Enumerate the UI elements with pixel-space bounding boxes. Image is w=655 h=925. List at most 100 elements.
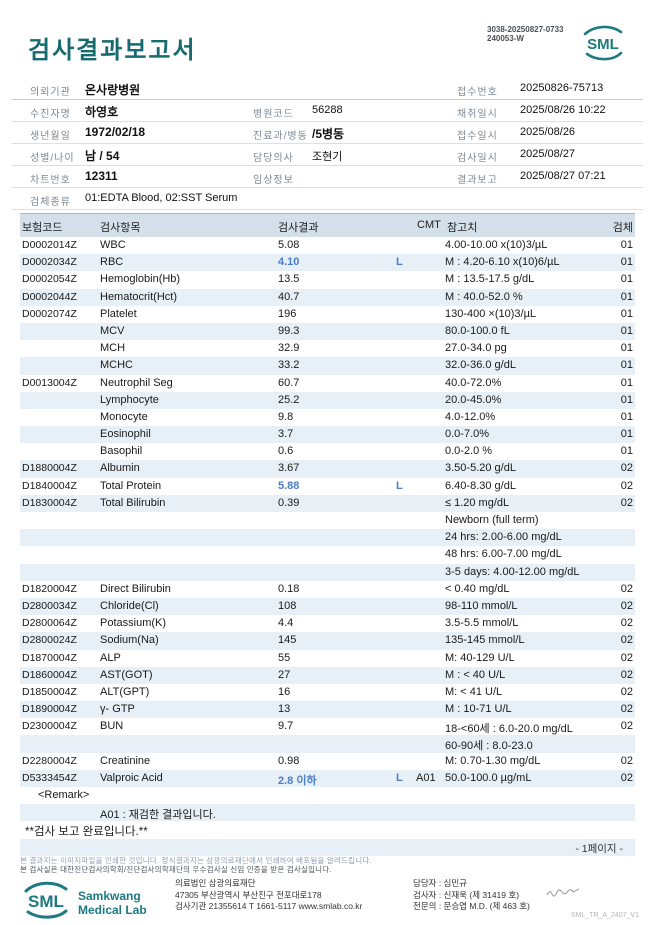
test-result-cell: 0.18	[278, 582, 300, 595]
table-row: D2800024Z Sodium(Na) 145 135-145 mmol/L 02	[20, 632, 635, 650]
table-row: D1820004Z Direct Bilirubin 0.18 < 0.40 mg/d…	[20, 581, 635, 598]
test-name-cell: Neutrophil Seg	[100, 376, 173, 389]
test-name-cell: γ- GTP	[100, 703, 135, 716]
document-codes: 3038-20250827-0733 240053-W	[487, 25, 564, 43]
note-text: <Remark>	[38, 789, 90, 801]
reference-range-cell: 6.40-8.30 g/dL	[445, 479, 516, 492]
specimen-code-cell: 01	[620, 307, 633, 320]
table-note-row: <Remark>	[20, 787, 635, 804]
test-result-cell: 27	[278, 668, 291, 681]
table-row: D1890004Z γ- GTP 13 M : 10-71 U/L 02	[20, 701, 635, 719]
reference-range-cell: M: 0.70-1.30 mg/dL	[445, 754, 541, 767]
test-name-cell: MCHC	[100, 359, 133, 372]
table-row: D0002014Z WBC 5.08 4.00-10.00 x(10)3/µL 01	[20, 237, 635, 254]
specimen-type-value: 01:EDTA Blood, 02:SST Serum	[85, 192, 238, 204]
test-result-cell: 55	[278, 651, 291, 664]
results-table-body: D0002014Z WBC 5.08 4.00-10.00 x(10)3/µL 01 D0…	[20, 237, 635, 856]
reported-value: 2025/08/27 07:21	[520, 170, 606, 182]
test-result-cell: 3.67	[278, 462, 300, 475]
table-row: D1880004Z Albumin 3.67 3.50-5.20 g/dL 02	[20, 460, 635, 478]
test-name-cell: Sodium(Na)	[100, 634, 159, 647]
test-name-cell: Potassium(K)	[100, 617, 167, 630]
reference-range-cell: < 0.40 mg/dL	[445, 582, 510, 595]
specimen-code-cell: 01	[620, 256, 633, 269]
test-result-cell: 145	[278, 634, 297, 647]
insurance-code-cell: D1870004Z	[22, 651, 77, 664]
specimen-code-cell: 01	[620, 428, 633, 441]
test-name-cell: ALT(GPT)	[100, 685, 150, 698]
organization-contact: 검사기관 21355614 T 1661-5117 www.smlab.co.k…	[175, 901, 363, 911]
insurance-code-cell: D1860004Z	[22, 668, 77, 681]
insurance-code-cell: D1830004Z	[22, 496, 77, 509]
info-row-birth: 생년월일 1972/02/18 진료과/병동 /5병동 접수일시 2025/08…	[12, 122, 643, 144]
document-code-line2: 240053-W	[487, 34, 524, 43]
test-name-cell: Creatinine	[100, 754, 151, 767]
info-row-patient: 수진자명 하영호 병원코드 56288 채취일시 2025/08/26 10:2…	[12, 100, 643, 122]
insurance-code-cell: D2800064Z	[22, 617, 77, 630]
specimen-code-cell: 02	[620, 668, 633, 681]
test-result-cell: 40.7	[278, 290, 300, 303]
test-result-cell: 5.88	[278, 479, 300, 492]
table-row: D2280004Z Creatinine 0.98 M: 0.70-1.30 mg/d…	[20, 753, 635, 770]
reference-range-cell: 18-<60세 : 6.0-20.0 mg/dL	[445, 723, 573, 736]
test-result-cell: 4.4	[278, 617, 294, 630]
header-insurance-code: 보험코드	[22, 222, 63, 234]
test-name-cell: ALP	[100, 651, 121, 664]
reference-range-cell: 32.0-36.0 g/dL	[445, 359, 516, 372]
table-note-row: 60-90세 : 8.0-23.0	[20, 735, 635, 753]
receipt-no-label: 접수번호	[457, 87, 498, 98]
specimen-code-cell: 01	[620, 410, 633, 423]
table-note-row: 24 hrs: 2.00-6.00 mg/dL	[20, 529, 635, 547]
receipt-no-value: 20250826-75713	[520, 82, 604, 94]
document-code-line1: 3038-20250827-0733	[487, 25, 564, 34]
header-specimen: 검체	[612, 222, 633, 234]
specimen-code-cell: 02	[620, 634, 633, 647]
insurance-code-cell: D0002014Z	[22, 239, 77, 251]
table-note-row: Newborn (full term)	[20, 512, 635, 529]
test-result-cell: 9.8	[278, 410, 294, 423]
specimen-code-cell: 01	[620, 273, 633, 286]
a01-flag-cell: A01	[416, 771, 436, 784]
reference-range-cell: 4.00-10.00 x(10)3/µL	[445, 239, 548, 251]
test-name-cell: MCH	[100, 342, 126, 355]
specimen-code-cell: 01	[620, 393, 633, 406]
reference-range-cell: M : 40.0-52.0 %	[445, 290, 523, 303]
test-name-cell: Hemoglobin(Hb)	[100, 273, 181, 286]
test-name-cell: Eosinophil	[100, 428, 151, 441]
test-result-cell: 16	[278, 685, 291, 698]
table-row: MCHC 33.2 32.0-36.0 g/dL 01	[20, 357, 635, 375]
test-name-cell: MCV	[100, 324, 125, 337]
insurance-code-cell: D1880004Z	[22, 462, 77, 475]
specimen-code-cell: 02	[620, 651, 633, 664]
note-text: **검사 보고 완료입니다.**	[25, 826, 148, 839]
specimen-code-cell: 01	[620, 342, 633, 355]
reference-range-cell: 27.0-34.0 pg	[445, 342, 507, 355]
chart-no-value: 12311	[85, 169, 118, 183]
reference-range-cell: 80.0-100.0 fL	[445, 324, 510, 337]
chart-no-label: 차트번호	[30, 175, 71, 186]
table-row: D2300004Z BUN 9.7 18-<60세 : 6.0-20.0 mg/dL 0…	[20, 718, 635, 735]
reference-range-cell: M : 13.5-17.5 g/dL	[445, 273, 535, 286]
table-row: D2800064Z Potassium(K) 4.4 3.5-5.5 mmol/L 02	[20, 615, 635, 632]
reported-label: 결과보고	[457, 175, 498, 186]
birth-value: 1972/02/18	[85, 125, 146, 139]
form-code: SML_TR_A_2407_V1	[570, 912, 639, 919]
note-text: Newborn (full term)	[445, 514, 539, 526]
note-text: - 1페이지 -	[575, 842, 623, 855]
collected-value: 2025/08/26 10:22	[520, 104, 606, 116]
table-row: D1870004Z ALP 55 M: 40-129 U/L 02	[20, 650, 635, 667]
manager-line: 담당자 : 심민규	[413, 878, 468, 888]
specialist-line: 전문의 : 문승엽 M.D. (제 463 호)	[413, 901, 530, 911]
table-row: Lymphocyte 25.2 20.0-45.0% 01	[20, 391, 635, 409]
table-row: D1840004Z Total Protein 5.88 L 6.40-8.30 g/d…	[20, 478, 635, 495]
insurance-code-cell: D0002054Z	[22, 273, 77, 286]
test-name-cell: Lymphocyte	[100, 393, 159, 406]
info-row-specimen: 검체종류 01:EDTA Blood, 02:SST Serum	[12, 188, 643, 210]
specimen-code-cell: 02	[620, 617, 633, 630]
patient-label: 수진자명	[30, 109, 71, 120]
test-name-cell: Valproic Acid	[100, 771, 163, 784]
test-name-cell: Monocyte	[100, 410, 148, 423]
insurance-code-cell: D1890004Z	[22, 703, 77, 716]
organization-name: 의료법인 삼광의료재단	[175, 878, 256, 888]
specimen-code-cell: 01	[620, 445, 633, 458]
